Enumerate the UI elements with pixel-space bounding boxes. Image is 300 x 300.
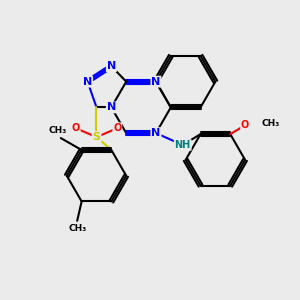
Text: O: O [241, 120, 249, 130]
Text: CH₃: CH₃ [262, 119, 280, 128]
Text: S: S [92, 132, 101, 142]
Text: O: O [72, 123, 80, 133]
Text: N: N [107, 102, 116, 112]
Text: O: O [113, 123, 122, 133]
Text: NH: NH [175, 140, 191, 150]
Text: N: N [151, 76, 160, 87]
Text: CH₃: CH₃ [49, 126, 67, 135]
Text: N: N [83, 76, 92, 87]
Text: N: N [151, 128, 160, 138]
Text: CH₃: CH₃ [68, 224, 86, 233]
Text: N: N [107, 61, 116, 71]
